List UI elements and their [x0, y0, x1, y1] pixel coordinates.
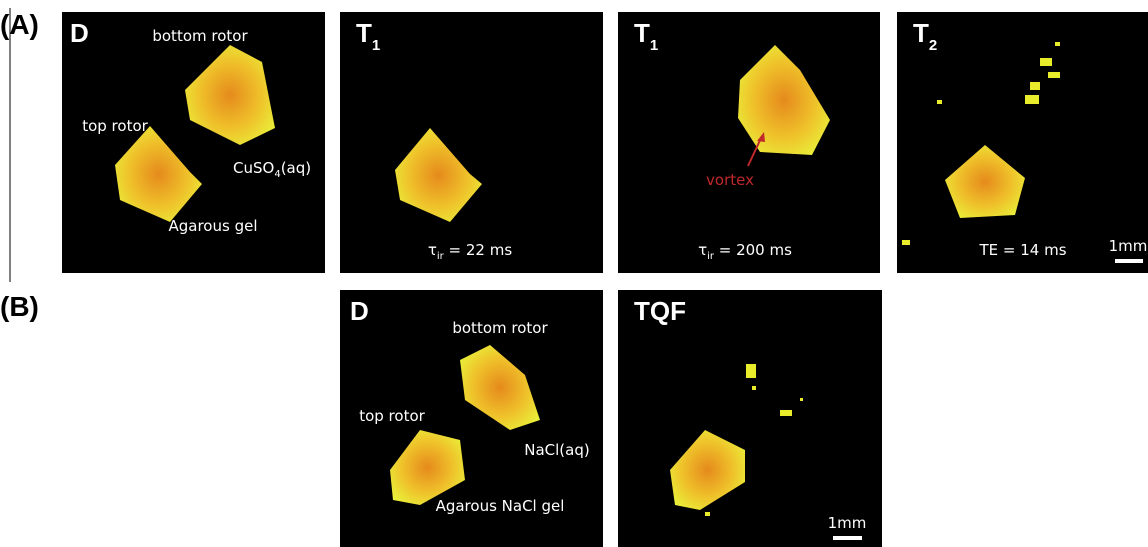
panel-title: D [350, 296, 369, 326]
annotation: top rotor [359, 407, 425, 425]
annotation: bottom rotor [452, 319, 548, 337]
scale-label: 1mm [828, 514, 867, 532]
scale-bar [833, 536, 862, 540]
text-part: τ [698, 241, 707, 259]
text-part: 1 [372, 37, 380, 54]
text-part: D [350, 296, 369, 326]
text-part: τ [428, 241, 437, 259]
annotation: vortex [706, 171, 754, 189]
text-part: (aq) [281, 159, 311, 177]
annotation: top rotor [82, 117, 148, 135]
text-part: T [356, 18, 372, 48]
text-part: D [70, 18, 89, 48]
text-part: 2 [929, 37, 937, 54]
parameter: TE = 14 ms [978, 241, 1066, 259]
scale-label: 1mm [1109, 237, 1148, 255]
row-label: (B) [0, 291, 39, 322]
text-part: T [913, 18, 929, 48]
image-panel [618, 290, 882, 547]
annotation: Agarous NaCl gel [436, 497, 565, 515]
text-part: T [634, 18, 650, 48]
annotation: CuSO4(aq) [233, 159, 311, 180]
panel-title: D [70, 18, 89, 48]
text-part: 1 [650, 37, 658, 54]
scale-bar [1115, 259, 1143, 263]
annotation: Agarous gel [169, 217, 258, 235]
text-part: = 22 ms [444, 241, 513, 259]
annotation: NaCl(aq) [524, 441, 589, 459]
figure: (A) (B) D bottom rotor top rotor CuSO4(a… [0, 0, 1148, 547]
text-part: TQF [634, 296, 686, 326]
text-part: = 200 ms [714, 241, 792, 259]
text-part: CuSO [233, 159, 274, 177]
panel-title: TQF [634, 296, 686, 326]
row-label: (A) [0, 9, 39, 40]
annotation: bottom rotor [152, 27, 248, 45]
text-part: TE = 14 ms [978, 241, 1066, 259]
